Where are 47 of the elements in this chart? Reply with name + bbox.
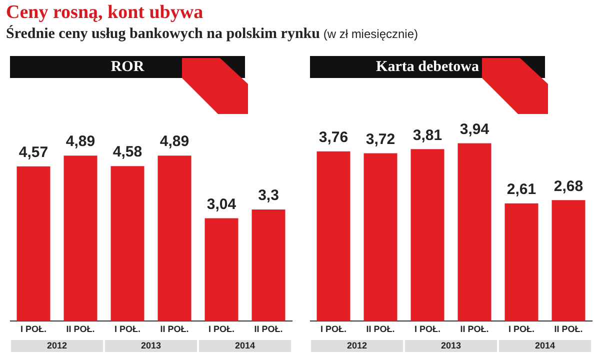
data-label: 4,89 xyxy=(160,133,190,150)
x-tick-label: I POŁ. xyxy=(114,324,141,334)
data-label: 3,04 xyxy=(206,196,237,213)
bar xyxy=(252,209,286,322)
bar xyxy=(158,156,192,322)
chart-title: ROR xyxy=(10,56,245,78)
bar xyxy=(16,166,50,322)
text: (w zł miesięcznie) xyxy=(322,27,418,41)
x-tick-label: I POŁ. xyxy=(208,324,235,334)
data-label: 3,94 xyxy=(460,120,490,138)
text: 2014 xyxy=(234,340,256,350)
data-label: 2,68 xyxy=(554,178,584,195)
bar xyxy=(458,143,492,322)
x-tick-label: II POŁ. xyxy=(554,324,583,334)
x-tick-label: II POŁ. xyxy=(366,324,395,334)
bar xyxy=(552,200,586,322)
chart-title: Karta debetowa xyxy=(310,56,545,78)
x-tick-label: II POŁ. xyxy=(460,324,489,334)
x-tick-label: II POŁ. xyxy=(160,324,189,334)
bar xyxy=(204,218,238,322)
text: 2014 xyxy=(534,340,556,350)
text: 2012 xyxy=(346,340,368,350)
bar xyxy=(364,153,398,322)
x-tick-label: I POŁ. xyxy=(20,324,47,334)
data-label: 4,57 xyxy=(18,144,48,162)
x-tick-label: I POŁ. xyxy=(508,324,535,334)
data-label: 2,61 xyxy=(506,180,536,198)
data-label: 3,72 xyxy=(366,130,396,148)
text: 2013 xyxy=(140,340,162,350)
text: Ceny rosną, kont ubywa xyxy=(6,2,204,24)
text: 2012 xyxy=(46,340,68,350)
data-label: 3,76 xyxy=(318,129,348,146)
bar xyxy=(64,156,98,322)
data-label: 3,81 xyxy=(412,126,442,144)
data-label: 3,3 xyxy=(258,187,279,204)
data-label: 4,58 xyxy=(112,144,142,161)
bar xyxy=(110,166,144,322)
bar xyxy=(504,203,538,322)
data-label: 4,89 xyxy=(66,133,96,150)
x-tick-label: II POŁ. xyxy=(66,324,95,334)
x-tick-label: I POŁ. xyxy=(414,324,441,334)
text: 2013 xyxy=(440,340,462,350)
text: Średnie ceny usług bankowych na polskim rynku xyxy=(6,26,320,42)
bar xyxy=(316,151,350,322)
x-tick-label: II POŁ. xyxy=(254,324,283,334)
x-tick-label: I POŁ. xyxy=(320,324,347,334)
bar xyxy=(410,149,444,322)
